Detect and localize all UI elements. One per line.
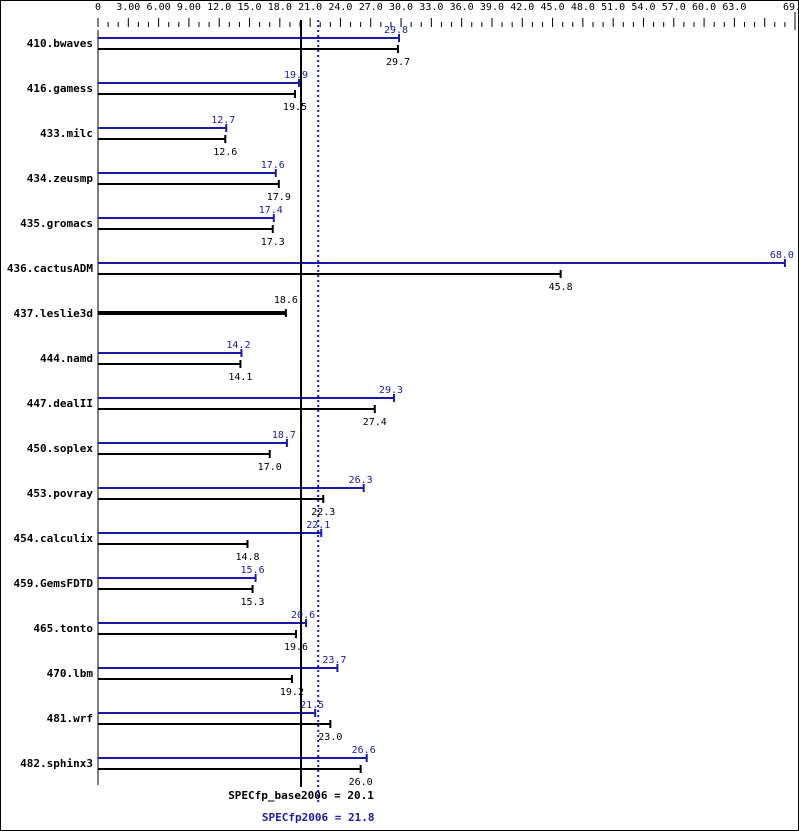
reference-label-peak: SPECfp2006 = 21.8 <box>262 811 375 824</box>
base-value-label: 19.6 <box>284 642 308 653</box>
benchmark-label: 416.gamess <box>27 82 93 95</box>
benchmark-label: 435.gromacs <box>20 217 93 230</box>
x-tick-label: 30.0 <box>389 2 413 13</box>
x-tick-label: 54.0 <box>631 2 655 13</box>
x-tick-label: 57.0 <box>662 2 686 13</box>
benchmark-label: 470.lbm <box>47 667 94 680</box>
base-value-label: 17.0 <box>258 462 282 473</box>
base-value-label: 17.9 <box>267 192 291 203</box>
benchmark-label: 481.wrf <box>47 712 93 725</box>
peak-value-label: 17.4 <box>259 205 283 216</box>
peak-value-label: 20.6 <box>291 610 315 621</box>
benchmark-label: 482.sphinx3 <box>20 757 93 770</box>
benchmark-label: 465.tonto <box>33 622 93 635</box>
base-value-label: 14.1 <box>228 372 252 383</box>
x-tick-label: 42.0 <box>510 2 534 13</box>
x-tick-label: 21.0 <box>298 2 322 13</box>
peak-value-label: 26.3 <box>349 475 373 486</box>
benchmark-label: 450.soplex <box>27 442 94 455</box>
reference-label-base: SPECfp_base2006 = 20.1 <box>228 789 374 802</box>
benchmark-label: 410.bwaves <box>27 37 93 50</box>
x-tick-label: 63.0 <box>722 2 746 13</box>
base-value-label: 19.2 <box>280 687 304 698</box>
x-tick-label: 12.0 <box>207 2 231 13</box>
peak-value-label: 29.8 <box>384 25 408 36</box>
x-tick-label: 24.0 <box>328 2 352 13</box>
peak-value-label: 21.5 <box>300 700 324 711</box>
base-value-label: 27.4 <box>363 417 387 428</box>
x-tick-label: 15.0 <box>237 2 261 13</box>
x-tick-label: 0 <box>95 2 101 13</box>
base-value-label: 19.5 <box>283 102 307 113</box>
x-tick-label: 33.0 <box>419 2 443 13</box>
base-value-label: 17.3 <box>261 237 285 248</box>
peak-value-label: 68.0 <box>770 250 794 261</box>
peak-value-label: 17.6 <box>261 160 285 171</box>
x-tick-label: 27.0 <box>359 2 383 13</box>
benchmark-label: 454.calculix <box>14 532 94 545</box>
benchmark-label: 436.cactusADM <box>7 262 93 275</box>
benchmark-label: 447.dealII <box>27 397 93 410</box>
peak-value-label: 23.7 <box>322 655 346 666</box>
peak-value-label: 18.7 <box>272 430 296 441</box>
benchmark-label: 453.povray <box>27 487 94 500</box>
x-tick-label: 39.0 <box>480 2 504 13</box>
x-tick-label: 3.00 <box>116 2 140 13</box>
base-value-label: 26.0 <box>349 777 373 788</box>
base-value-label: 29.7 <box>386 57 410 68</box>
peak-value-label: 14.2 <box>226 340 250 351</box>
benchmark-label: 444.namd <box>40 352 93 365</box>
benchmark-label: 434.zeusmp <box>27 172 94 185</box>
peak-value-label: 26.6 <box>352 745 376 756</box>
base-value-label: 22.3 <box>311 507 335 518</box>
benchmark-label: 437.leslie3d <box>14 307 93 320</box>
x-tick-label: 6.00 <box>147 2 171 13</box>
peak-value-label: 19.9 <box>284 70 308 81</box>
peak-value-label: 12.7 <box>211 115 235 126</box>
base-value-label: 12.6 <box>213 147 237 158</box>
base-value-label: 23.0 <box>318 732 342 743</box>
benchmark-label: 433.milc <box>40 127 93 140</box>
x-tick-label: 45.0 <box>541 2 565 13</box>
x-tick-label: 48.0 <box>571 2 595 13</box>
peak-value-label: 29.3 <box>379 385 403 396</box>
x-tick-label: 18.0 <box>268 2 292 13</box>
x-tick-label: 51.0 <box>601 2 625 13</box>
base-value-label: 14.8 <box>235 552 259 563</box>
peak-value-label: 15.6 <box>241 565 265 576</box>
base-value-label: 18.6 <box>274 295 298 306</box>
base-value-label: 45.8 <box>549 282 573 293</box>
base-value-label: 15.3 <box>241 597 265 608</box>
benchmark-label: 459.GemsFDTD <box>14 577 94 590</box>
x-tick-label: 9.00 <box>177 2 201 13</box>
x-tick-label: 69.0 <box>783 2 799 13</box>
x-tick-label: 36.0 <box>450 2 474 13</box>
x-tick-label: 60.0 <box>692 2 716 13</box>
